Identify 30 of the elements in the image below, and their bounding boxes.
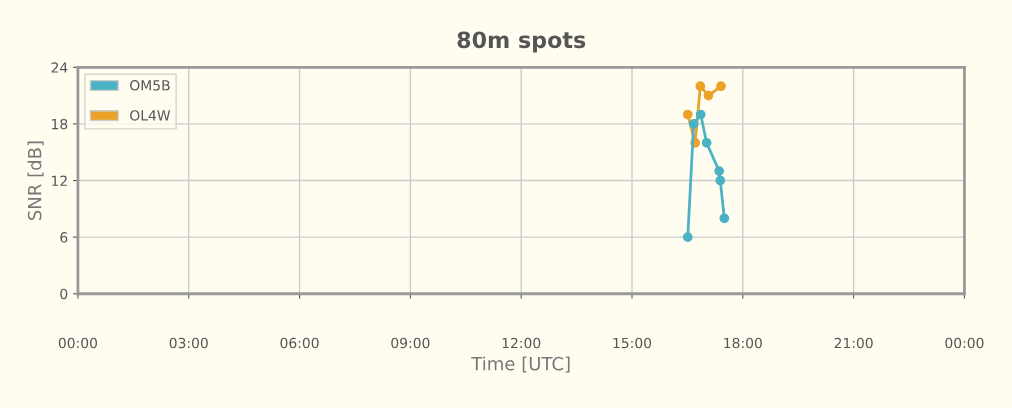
x-tick-label: 15:00 <box>613 337 652 349</box>
legend-label: OL4W <box>130 110 171 121</box>
x-tick-label: 21:00 <box>834 337 873 349</box>
legend-label: OM5B <box>130 80 170 91</box>
x-tick-label: 03:00 <box>169 337 208 349</box>
y-tick-label: 6 <box>60 232 68 243</box>
y-tick-label: 18 <box>52 118 68 130</box>
point <box>695 81 706 92</box>
y-tick-label: 24 <box>51 62 68 73</box>
x-tick-label: 12:00 <box>502 337 541 349</box>
point <box>714 166 725 176</box>
point <box>682 232 693 243</box>
x-axis-title: Time [UTC] <box>471 356 570 373</box>
point <box>715 175 726 186</box>
point <box>682 109 693 120</box>
x-tick-label: 00:00 <box>58 337 98 349</box>
x-tick-label: 18:00 <box>724 337 762 349</box>
point <box>719 213 730 224</box>
point <box>703 90 714 101</box>
chart-title: 80m spots <box>457 31 586 53</box>
point <box>695 109 706 120</box>
y-tick-label: 12 <box>52 175 67 186</box>
point <box>688 119 699 129</box>
x-tick-label: 06:00 <box>280 337 319 349</box>
y-tick-label: 0 <box>60 288 68 300</box>
x-tick-label: 09:00 <box>391 337 430 349</box>
point <box>716 81 726 92</box>
point <box>701 137 712 148</box>
y-axis-title: SNR [dB] <box>27 141 44 220</box>
x-tick-label: 00:00 <box>945 337 984 349</box>
